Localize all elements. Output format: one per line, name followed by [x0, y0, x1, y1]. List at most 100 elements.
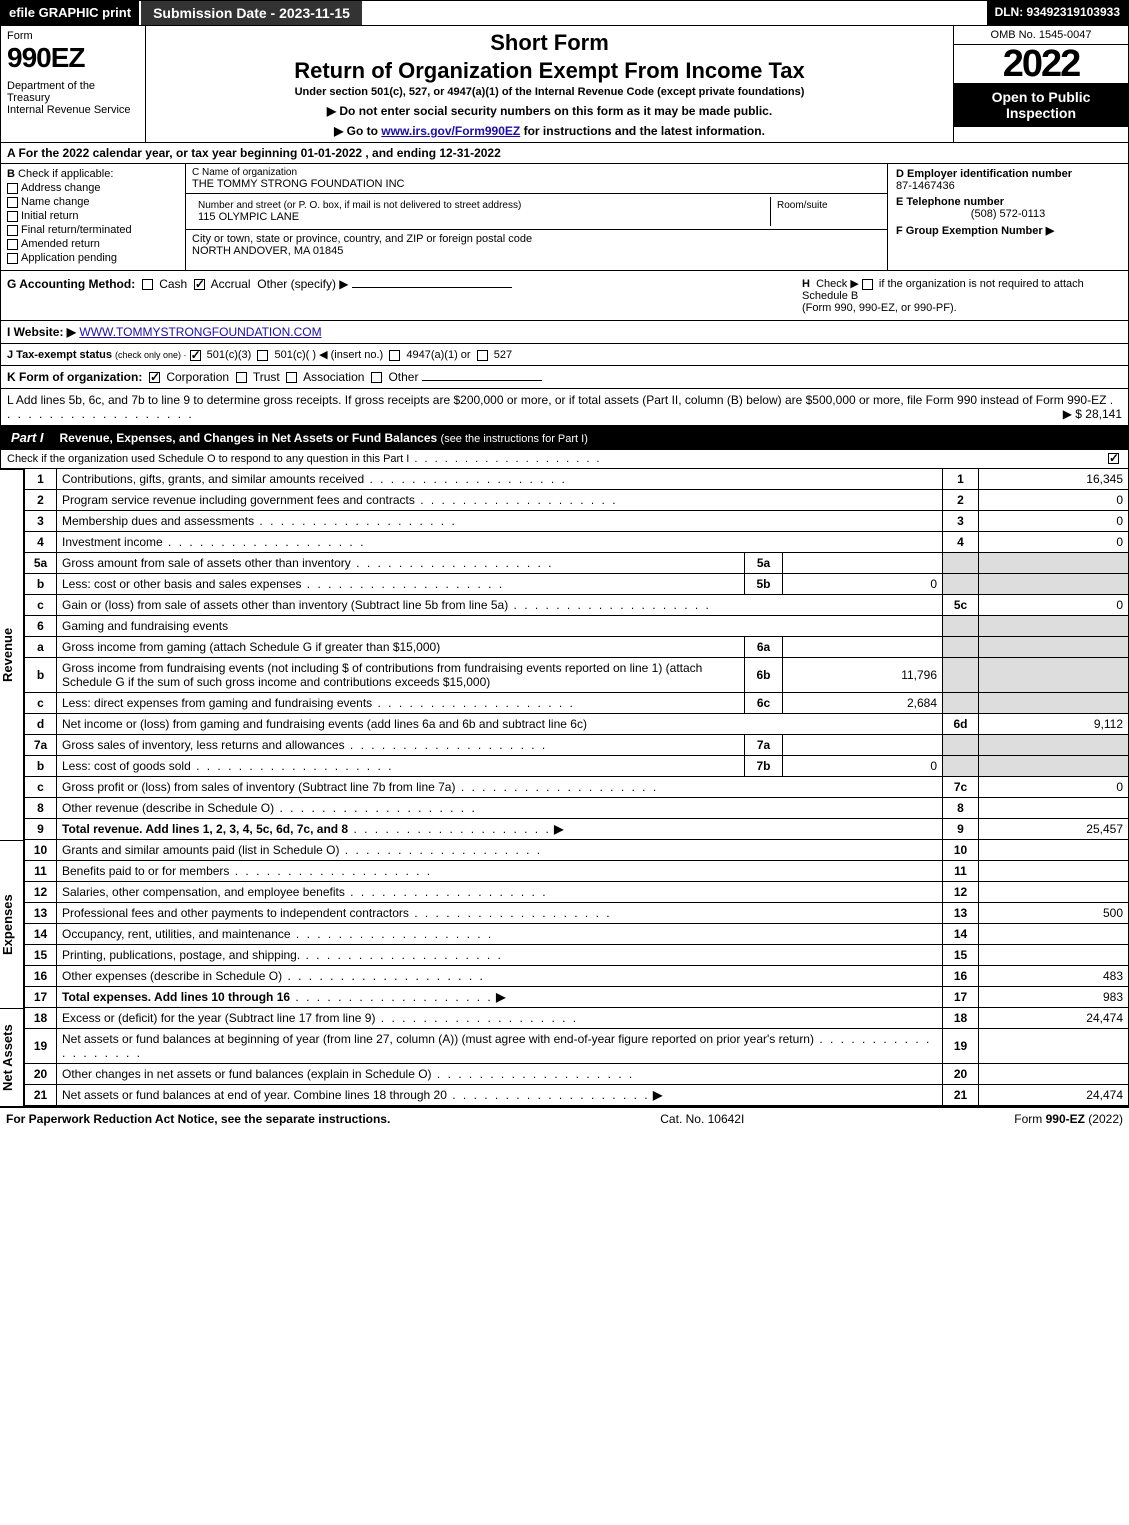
line-19: 19Net assets or fund balances at beginni…	[25, 1029, 1129, 1064]
city-label: City or town, state or province, country…	[192, 233, 881, 245]
line-5b: bLess: cost or other basis and sales exp…	[25, 574, 1129, 595]
line-6c: cLess: direct expenses from gaming and f…	[25, 693, 1129, 714]
street-value: 115 OLYMPIC LANE	[198, 211, 764, 223]
phone-value: (508) 572-0113	[896, 208, 1120, 220]
netassets-table: 18Excess or (deficit) for the year (Subt…	[24, 1008, 1129, 1106]
row-g: G Accounting Method: Cash Accrual Other …	[7, 277, 802, 291]
row-k: K Form of organization: Corporation Trus…	[0, 366, 1129, 389]
chk-name-change[interactable]: Name change	[7, 196, 179, 208]
row-gh: G Accounting Method: Cash Accrual Other …	[0, 271, 1129, 321]
chk-4947[interactable]	[389, 350, 400, 361]
line-10: 10Grants and similar amounts paid (list …	[25, 840, 1129, 861]
instr-goto-post: for instructions and the latest informat…	[524, 124, 765, 138]
open-public-badge: Open to Public Inspection	[954, 83, 1128, 127]
part1-header: Part I Revenue, Expenses, and Changes in…	[0, 426, 1129, 450]
line-6d: dNet income or (loss) from gaming and fu…	[25, 714, 1129, 735]
other-specify-line[interactable]	[352, 287, 512, 288]
other-org-line[interactable]	[422, 380, 542, 381]
line-1: 1Contributions, gifts, grants, and simil…	[25, 469, 1129, 490]
main-title: Return of Organization Exempt From Incom…	[154, 58, 945, 84]
arrow-icon: ▶	[496, 990, 505, 1004]
l-text: L Add lines 5b, 6c, and 7b to line 9 to …	[7, 393, 1106, 407]
line-12: 12Salaries, other compensation, and empl…	[25, 882, 1129, 903]
line-8: 8Other revenue (describe in Schedule O)8	[25, 798, 1129, 819]
efile-label[interactable]: efile GRAPHIC print	[1, 1, 139, 25]
line-6a: aGross income from gaming (attach Schedu…	[25, 637, 1129, 658]
header-center: Short Form Return of Organization Exempt…	[146, 26, 953, 142]
footer-left: For Paperwork Reduction Act Notice, see …	[6, 1112, 390, 1126]
l-amount: ▶ $ 28,141	[1063, 407, 1122, 421]
row-a: A For the 2022 calendar year, or tax yea…	[0, 143, 1129, 164]
part1-title: Revenue, Expenses, and Changes in Net As…	[60, 431, 438, 445]
form-header: Form 990EZ Department of the Treasury In…	[0, 26, 1129, 143]
revenue-side-label: Revenue	[0, 469, 24, 840]
chk-other-org[interactable]	[371, 372, 382, 383]
row-h: H Check ▶ if the organization is not req…	[802, 277, 1122, 314]
line-20: 20Other changes in net assets or fund ba…	[25, 1064, 1129, 1085]
k-label: K Form of organization:	[7, 370, 142, 384]
city-value: NORTH ANDOVER, MA 01845	[192, 245, 881, 257]
irs-link[interactable]: www.irs.gov/Form990EZ	[381, 124, 520, 138]
chk-schedule-b[interactable]	[862, 279, 873, 290]
ein-value: 87-1467436	[896, 180, 1120, 192]
row-l: L Add lines 5b, 6c, and 7b to line 9 to …	[0, 389, 1129, 426]
website-link[interactable]: WWW.TOMMYSTRONGFOUNDATION.COM	[79, 325, 321, 339]
chk-schedule-o[interactable]	[1108, 453, 1119, 464]
org-name: THE TOMMY STRONG FOUNDATION INC	[192, 178, 881, 190]
box-c: C Name of organization THE TOMMY STRONG …	[186, 164, 888, 270]
chk-501c[interactable]	[257, 350, 268, 361]
chk-address-change[interactable]: Address change	[7, 182, 179, 194]
line-16: 16Other expenses (describe in Schedule O…	[25, 966, 1129, 987]
box-b: B Check if applicable: Address change Na…	[1, 164, 186, 270]
line-3: 3Membership dues and assessments30	[25, 511, 1129, 532]
expenses-table: 10Grants and similar amounts paid (list …	[24, 840, 1129, 1008]
part1-sub: Check if the organization used Schedule …	[0, 450, 1129, 469]
chk-corporation[interactable]	[149, 372, 160, 383]
instr-goto-pre: ▶ Go to	[334, 124, 381, 138]
chk-association[interactable]	[286, 372, 297, 383]
h-label: H	[802, 278, 810, 290]
netassets-side-label: Net Assets	[0, 1008, 24, 1106]
line-7c: cGross profit or (loss) from sales of in…	[25, 777, 1129, 798]
chk-trust[interactable]	[236, 372, 247, 383]
line-21: 21Net assets or fund balances at end of …	[25, 1085, 1129, 1106]
j-note: (check only one) ·	[115, 350, 187, 360]
irs-label: Internal Revenue Service	[7, 104, 139, 116]
instr-goto: ▶ Go to www.irs.gov/Form990EZ for instru…	[154, 124, 945, 138]
line-17: 17Total expenses. Add lines 10 through 1…	[25, 987, 1129, 1008]
short-form-title: Short Form	[154, 30, 945, 56]
dln-label: DLN: 93492319103933	[987, 1, 1128, 25]
phone-label: E Telephone number	[896, 196, 1120, 208]
under-section: Under section 501(c), 527, or 4947(a)(1)…	[154, 86, 945, 98]
box-b-text: Check if applicable:	[18, 168, 113, 180]
line-6: 6Gaming and fundraising events	[25, 616, 1129, 637]
chk-501c3[interactable]	[190, 350, 201, 361]
chk-application-pending[interactable]: Application pending	[7, 252, 179, 264]
line-6b: bGross income from fundraising events (n…	[25, 658, 1129, 693]
box-b-label: B	[7, 168, 15, 180]
expenses-section: Expenses 10Grants and similar amounts pa…	[0, 840, 1129, 1008]
g-label: G Accounting Method:	[7, 277, 135, 291]
row-j: J Tax-exempt status (check only one) · 5…	[0, 344, 1129, 366]
dept-label: Department of the Treasury	[7, 80, 139, 104]
city-row: City or town, state or province, country…	[186, 230, 887, 260]
form-number: 990EZ	[7, 42, 139, 74]
main-info-grid: B Check if applicable: Address change Na…	[0, 164, 1129, 271]
chk-final-return[interactable]: Final return/terminated	[7, 224, 179, 236]
form-word: Form	[7, 30, 139, 42]
footer-right: Form 990-EZ (2022)	[1014, 1112, 1123, 1126]
line-15: 15Printing, publications, postage, and s…	[25, 945, 1129, 966]
room-label: Room/suite	[771, 197, 881, 226]
part1-label: Part I	[1, 426, 54, 449]
chk-527[interactable]	[477, 350, 488, 361]
chk-accrual[interactable]	[194, 279, 205, 290]
line-7a: 7aGross sales of inventory, less returns…	[25, 735, 1129, 756]
chk-amended-return[interactable]: Amended return	[7, 238, 179, 250]
chk-cash[interactable]	[142, 279, 153, 290]
line-11: 11Benefits paid to or for members11	[25, 861, 1129, 882]
instr-ssn: ▶ Do not enter social security numbers o…	[154, 104, 945, 118]
chk-initial-return[interactable]: Initial return	[7, 210, 179, 222]
org-name-label: C Name of organization	[192, 167, 881, 178]
part1-note: (see the instructions for Part I)	[441, 433, 588, 445]
street-row: Number and street (or P. O. box, if mail…	[186, 194, 887, 230]
